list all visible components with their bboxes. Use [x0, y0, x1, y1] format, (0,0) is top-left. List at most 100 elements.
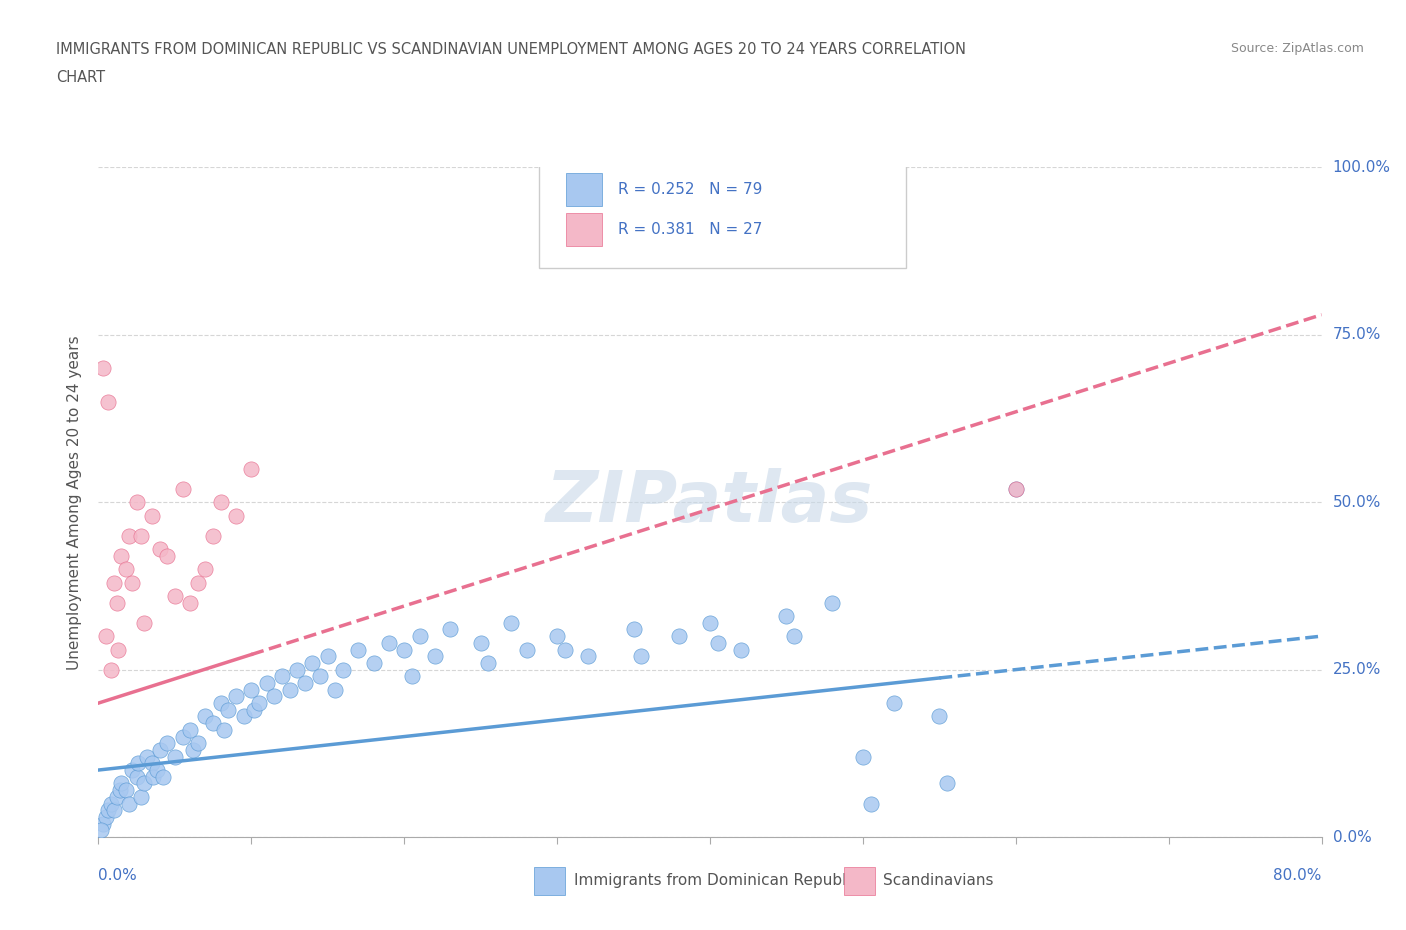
- Point: [623, 622, 645, 637]
- Point: [103, 575, 125, 590]
- Y-axis label: Unemployment Among Ages 20 to 24 years: Unemployment Among Ages 20 to 24 years: [67, 335, 83, 670]
- Text: 100.0%: 100.0%: [1333, 160, 1391, 175]
- Point: [156, 736, 179, 751]
- Point: [240, 461, 263, 476]
- Point: [316, 649, 339, 664]
- Point: [172, 729, 194, 744]
- Point: [100, 796, 122, 811]
- Text: R = 0.252   N = 79: R = 0.252 N = 79: [619, 182, 762, 197]
- Point: [115, 562, 138, 577]
- Point: [163, 750, 186, 764]
- Point: [129, 528, 152, 543]
- Point: [821, 595, 844, 610]
- Point: [630, 649, 652, 664]
- Text: CHART: CHART: [56, 70, 105, 85]
- Point: [142, 769, 165, 784]
- Point: [217, 702, 239, 717]
- Point: [134, 616, 156, 631]
- Point: [852, 750, 875, 764]
- Point: [121, 763, 143, 777]
- Point: [125, 769, 148, 784]
- Point: [325, 683, 347, 698]
- Point: [97, 803, 120, 817]
- Point: [179, 595, 201, 610]
- Point: [100, 662, 122, 677]
- Point: [247, 696, 270, 711]
- Point: [163, 589, 186, 604]
- Point: [97, 394, 120, 409]
- Point: [516, 642, 538, 657]
- Point: [883, 696, 905, 711]
- Point: [187, 575, 209, 590]
- Point: [546, 629, 568, 644]
- Point: [408, 629, 430, 644]
- Point: [332, 662, 354, 677]
- Point: [439, 622, 461, 637]
- Point: [212, 723, 235, 737]
- Point: [232, 709, 254, 724]
- Point: [90, 823, 112, 838]
- Text: Immigrants from Dominican Republic: Immigrants from Dominican Republic: [574, 873, 859, 888]
- Text: 0.0%: 0.0%: [98, 868, 138, 883]
- Text: 0.0%: 0.0%: [1333, 830, 1371, 844]
- Point: [256, 675, 278, 690]
- Point: [202, 528, 225, 543]
- Point: [554, 642, 576, 657]
- Point: [668, 629, 690, 644]
- Point: [401, 669, 423, 684]
- FancyBboxPatch shape: [565, 213, 602, 246]
- Point: [91, 817, 114, 831]
- FancyBboxPatch shape: [534, 867, 565, 895]
- FancyBboxPatch shape: [538, 157, 905, 268]
- Point: [107, 642, 129, 657]
- Point: [108, 783, 131, 798]
- Point: [136, 750, 159, 764]
- Point: [145, 763, 167, 777]
- Point: [859, 796, 882, 811]
- Point: [187, 736, 209, 751]
- Point: [936, 776, 959, 790]
- Point: [501, 616, 523, 631]
- Point: [783, 629, 806, 644]
- Point: [243, 702, 266, 717]
- Point: [225, 508, 247, 523]
- Point: [156, 549, 179, 564]
- Point: [127, 756, 149, 771]
- Point: [423, 649, 446, 664]
- Point: [179, 723, 201, 737]
- Point: [699, 616, 721, 631]
- Point: [129, 790, 152, 804]
- Point: [110, 549, 132, 564]
- Point: [134, 776, 156, 790]
- Point: [181, 742, 204, 757]
- Text: IMMIGRANTS FROM DOMINICAN REPUBLIC VS SCANDINAVIAN UNEMPLOYMENT AMONG AGES 20 TO: IMMIGRANTS FROM DOMINICAN REPUBLIC VS SC…: [56, 42, 966, 57]
- Point: [225, 689, 247, 704]
- Text: Source: ZipAtlas.com: Source: ZipAtlas.com: [1230, 42, 1364, 55]
- Point: [240, 683, 263, 698]
- Point: [118, 796, 141, 811]
- Text: Scandinavians: Scandinavians: [883, 873, 994, 888]
- FancyBboxPatch shape: [844, 867, 875, 895]
- Text: R = 0.381   N = 27: R = 0.381 N = 27: [619, 222, 762, 237]
- Point: [1004, 482, 1026, 497]
- Point: [309, 669, 332, 684]
- Point: [270, 669, 294, 684]
- Point: [115, 783, 138, 798]
- Point: [730, 642, 752, 657]
- Text: ZIPatlas: ZIPatlas: [547, 468, 873, 537]
- Point: [1004, 482, 1026, 497]
- Point: [209, 696, 232, 711]
- Point: [477, 656, 499, 671]
- Point: [110, 776, 132, 790]
- Text: 25.0%: 25.0%: [1333, 662, 1381, 677]
- Point: [172, 482, 194, 497]
- Point: [118, 528, 141, 543]
- Point: [105, 790, 128, 804]
- Point: [141, 508, 163, 523]
- Point: [363, 656, 385, 671]
- Point: [209, 495, 232, 510]
- Point: [928, 709, 950, 724]
- Point: [152, 769, 174, 784]
- Point: [194, 709, 217, 724]
- Text: 75.0%: 75.0%: [1333, 327, 1381, 342]
